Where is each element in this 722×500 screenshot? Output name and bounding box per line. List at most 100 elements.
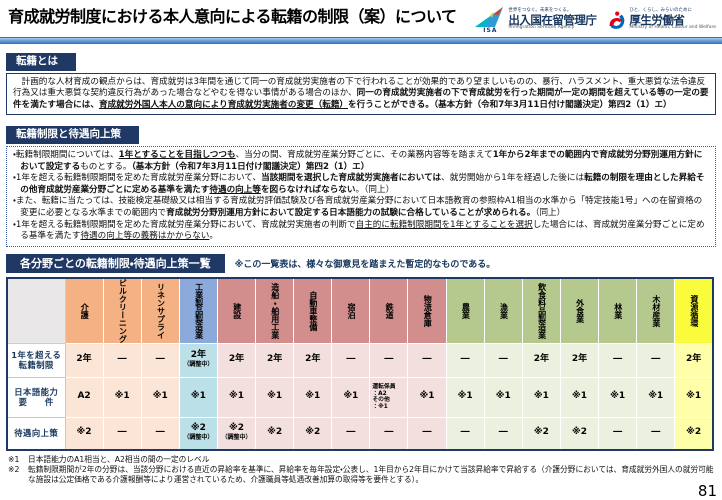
isa-name-en: Immigration Services Agency bbox=[508, 25, 575, 31]
agency-logos: ISA 世界をつなぐ。未来をつくる。 出入国在留管理庁 Immigration … bbox=[475, 6, 716, 34]
text-segment: 育成就労外国人本人の意向により育成就労実施者の変更（転籍） bbox=[98, 99, 349, 110]
column-header: 物流倉庫 bbox=[407, 277, 447, 344]
matrix-cell: 2年 bbox=[216, 342, 257, 378]
matrix-cell: ― bbox=[331, 342, 371, 378]
text-segment: 。（同上） bbox=[355, 184, 395, 195]
matrix-cell: ― bbox=[445, 342, 485, 378]
bullet-item: ・1年を超える転籍制限期間を定めた育成就労産業分野において、当該期間を選択した育… bbox=[13, 173, 709, 196]
matrix-cell: ― bbox=[140, 416, 180, 451]
matrix-cell: ※1 bbox=[140, 376, 180, 418]
matrix-cell: ※1 bbox=[216, 376, 257, 418]
column-header: 宿泊 bbox=[331, 277, 371, 344]
section-seigen: 転籍制限と待遇向上策 ・転籍制限期間については、1年とすることを目指しつつも、当… bbox=[0, 122, 722, 247]
section-heading-seigen: 転籍制限と待遇向上策 bbox=[6, 126, 139, 144]
matrix-cell: ※1 bbox=[674, 376, 714, 418]
column-header: 鉄道 bbox=[369, 277, 409, 344]
table-row: 1年を超える 転籍制限 2年 ― ― 2年 （調整中） 2年 2年 2年 ― ― ― ― ― 2年 2年 ― ― 2… bbox=[6, 342, 714, 378]
matrix-cell: ― bbox=[445, 416, 485, 451]
matrix-cell: ※2 bbox=[559, 416, 600, 451]
text-segment: 。 bbox=[209, 231, 218, 242]
column-header: ビルクリーニング bbox=[102, 277, 142, 344]
column-header-label: 木材産業 bbox=[651, 294, 661, 327]
text-segment: （基本方針（令和7年3月11日付け閣議決定）第四2（1）エ） bbox=[131, 161, 370, 172]
text-segment: 、当分の間、育成就労産業分野ごとに、その業務内容等を踏まえて bbox=[235, 149, 493, 160]
matrix-cell: 2年 bbox=[674, 342, 714, 378]
section-tenseki: 転籍とは 計画的な人材育成の観点からは、育成就労は3年間を通じて同一の育成就労実… bbox=[0, 49, 722, 116]
column-header: 造船・舶用工業 bbox=[255, 277, 295, 344]
matrix-cell: 2年 bbox=[559, 342, 600, 378]
column-header: 外食業 bbox=[559, 277, 600, 344]
page-number: 81 bbox=[697, 482, 717, 500]
column-header: 木材産業 bbox=[636, 277, 676, 344]
matrix-cell: ※2 bbox=[255, 416, 295, 451]
matrix-cell: ※1 bbox=[102, 376, 142, 418]
bullet-item: ・転籍制限期間については、1年とすることを目指しつつも、当分の間、育成就労産業分… bbox=[13, 150, 709, 173]
matrix-cell: ― bbox=[102, 416, 142, 451]
text-segment: 1年とすることを目指しつつも bbox=[118, 149, 236, 160]
column-header-label: 外食業 bbox=[575, 298, 585, 323]
column-header-label: 介護 bbox=[80, 302, 90, 319]
matrix-cell: ― bbox=[140, 342, 180, 378]
text-segment: ・1年を超える転籍制限期間を定めた育成就労産業分野において、育成就労実施者の判断… bbox=[13, 219, 356, 230]
text-segment: 計画的な人材育成の観点からは、育成就労は3年間を通じて同一の育成就労実施者の下で… bbox=[13, 76, 706, 99]
column-header-label: 宿泊 bbox=[347, 302, 357, 319]
row-header: 1年を超える 転籍制限 bbox=[6, 342, 66, 378]
isa-mark-text: ISA bbox=[483, 27, 498, 34]
table-row: 日本語能力 要 件 A2 ※1 ※1 ※1 ※1 ※1 ※1 ※1 運転係員 ：A2 その他 ：※1 ※1… bbox=[6, 376, 714, 418]
text-segment: を図らなければならない bbox=[260, 184, 356, 195]
isa-logo-icon: ISA bbox=[475, 6, 505, 34]
column-header-label: 工業製品製造業 bbox=[194, 282, 204, 339]
text-segment: 待遇の向上等 bbox=[209, 184, 261, 195]
isa-slogan: 世界をつなぐ。未来をつくる。 bbox=[508, 8, 572, 14]
column-header: 自動車整備 bbox=[293, 277, 333, 344]
column-header-label: 物流倉庫 bbox=[423, 294, 433, 327]
matrix-cell: ※1 bbox=[445, 376, 485, 418]
column-header-label: 林業 bbox=[613, 302, 623, 319]
matrix-cell: ※1 bbox=[255, 376, 295, 418]
matrix-cell: A2 bbox=[64, 376, 104, 418]
tenseki-description: 計画的な人材育成の観点からは、育成就労は3年間を通じて同一の育成就労実施者の下で… bbox=[6, 72, 716, 116]
header: 育成就労制度における本人意向による転籍の制限（案）について ISA 世界をつなぐ… bbox=[0, 0, 722, 34]
column-header-label: ビルクリーニング bbox=[118, 278, 128, 343]
isa-name: 出入国在留管理庁 bbox=[508, 12, 597, 27]
matrix-cell: ※2 （調整中） bbox=[216, 416, 257, 451]
matrix-cell: ※1 bbox=[407, 376, 447, 418]
mhlw-name-en: Ministry of Health, Labour and Welfare bbox=[629, 25, 716, 31]
text-segment: 1年から2年までの範囲内で育成就労分野別運用方針において設定する bbox=[20, 149, 703, 172]
footnote-1: ※1 日本語能力のA1相当と、A2相当の間の一定のレベル bbox=[8, 455, 714, 465]
text-segment: 育成就労分野別運用方針において設定する日本語能力の試験に合格していることが求めら… bbox=[166, 207, 536, 218]
matrix-cell: ※2 bbox=[293, 416, 333, 451]
text-segment: 同一の育成就労実施者の下で育成就労を行った期間が一定の期間を超えている等の一定の… bbox=[13, 88, 709, 110]
mhlw-logo-icon bbox=[606, 10, 626, 30]
matrix-cell: ― bbox=[369, 342, 409, 378]
matrix-cell: ― bbox=[598, 342, 638, 378]
footnote-2: ※2 転籍制限期間が2年の分野は、当該分野における直近の昇給率を基準に、昇給率を… bbox=[8, 465, 714, 485]
matrix-cell: ※1 bbox=[598, 376, 638, 418]
text-segment: ものとする。 bbox=[80, 161, 132, 172]
seigen-details: ・転籍制限期間については、1年とすることを目指しつつも、当分の間、育成就労産業分… bbox=[6, 145, 716, 247]
matrix-cell: ― bbox=[369, 416, 409, 451]
bullet-item: ・また、転籍に当たっては、技能検定基礎級又は相当する育成就労評価試験及び各育成就… bbox=[13, 196, 709, 219]
column-header: 建設 bbox=[216, 277, 257, 344]
footnote-marker: ※1 bbox=[8, 454, 20, 464]
section-heading-tenseki: 転籍とは bbox=[6, 53, 76, 71]
text-segment: 自主的に転籍制限期間を1年とすることを選択 bbox=[355, 219, 533, 230]
matrix-cell: ※1 bbox=[559, 376, 600, 418]
matrix-cell: 2年 （調整中） bbox=[178, 342, 218, 378]
matrix-cell: ― bbox=[102, 342, 142, 378]
matrix-heading: 各分野ごとの転籍制限・待遇向上策一覧 bbox=[6, 253, 225, 273]
column-header-label: 造船・舶用工業 bbox=[270, 282, 280, 339]
matrix-cell: ※2 （調整中） bbox=[178, 416, 218, 451]
isa-logo: ISA 世界をつなぐ。未来をつくる。 出入国在留管理庁 Immigration … bbox=[475, 6, 597, 34]
divider-bar bbox=[0, 37, 722, 44]
mhlw-logo: ひと、くらし、みらいのために 厚生労働省 Ministry of Health,… bbox=[606, 6, 716, 34]
column-header: 農業 bbox=[445, 277, 485, 344]
column-header: 介護 bbox=[64, 277, 104, 344]
matrix-cell: 運転係員 ：A2 その他 ：※1 bbox=[369, 376, 409, 418]
matrix-cell: ― bbox=[483, 342, 523, 378]
matrix-cell: ― bbox=[598, 416, 638, 451]
matrix-cell: ※1 bbox=[636, 376, 676, 418]
text-segment: 転籍の制限を理由とした昇給その他育成就労産業分野ごとに定める基準を満たす bbox=[20, 173, 705, 195]
matrix-cell: 2年 bbox=[521, 342, 561, 378]
corner-cell bbox=[6, 277, 66, 344]
